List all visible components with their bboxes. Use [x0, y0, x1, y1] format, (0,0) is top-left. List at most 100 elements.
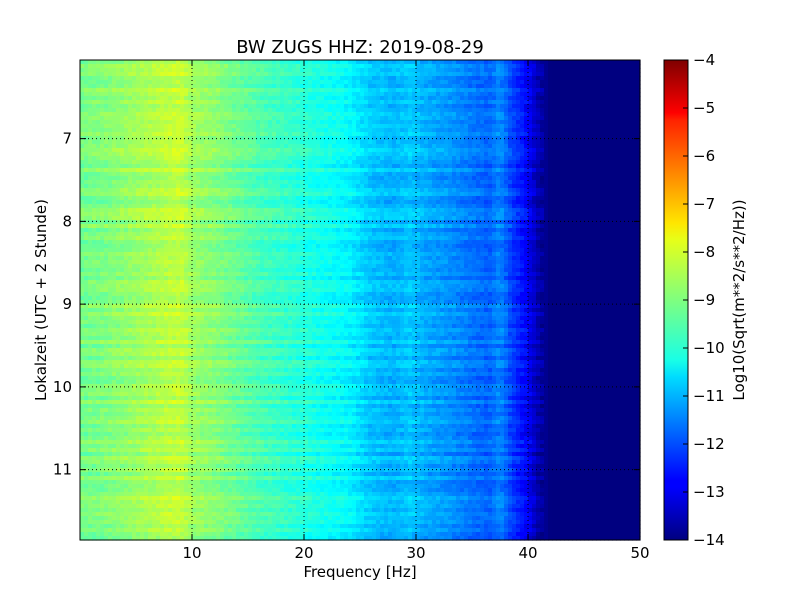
heatmap-cell [200, 436, 205, 441]
heatmap-cell [208, 184, 213, 189]
heatmap-cell [224, 136, 229, 141]
heatmap-cell [144, 508, 149, 513]
heatmap-cell [96, 196, 101, 201]
heatmap-cell [164, 288, 169, 293]
heatmap-cell [92, 236, 97, 241]
heatmap-cell [96, 172, 101, 177]
heatmap-cell [216, 352, 221, 357]
heatmap-cell [112, 84, 117, 89]
heatmap-cell [152, 364, 157, 369]
heatmap-cell [212, 140, 217, 145]
heatmap-cell [184, 112, 189, 117]
heatmap-cell [176, 316, 181, 321]
heatmap-cell [140, 504, 145, 509]
heatmap-cell [92, 512, 97, 517]
heatmap-cell [144, 264, 149, 269]
heatmap-cell [128, 444, 133, 449]
heatmap-cell [160, 300, 165, 305]
heatmap-cell [156, 256, 161, 261]
heatmap-cell [108, 268, 113, 273]
heatmap-cell [156, 444, 161, 449]
heatmap-cell [164, 268, 169, 273]
heatmap-cell [80, 300, 85, 305]
heatmap-cell [236, 64, 241, 69]
heatmap-cell [148, 228, 153, 233]
heatmap-cell [96, 464, 101, 469]
heatmap-cell [136, 536, 141, 541]
heatmap-cell [128, 268, 133, 273]
heatmap-cell [164, 448, 169, 453]
heatmap-cell [184, 208, 189, 213]
heatmap-cell [140, 196, 145, 201]
heatmap-cell [112, 316, 117, 321]
heatmap-cell [184, 276, 189, 281]
heatmap-cell [92, 348, 97, 353]
heatmap-cell [232, 292, 237, 297]
heatmap-cell [216, 416, 221, 421]
heatmap-cell [232, 168, 237, 173]
heatmap-cell [112, 272, 117, 277]
heatmap-cell [128, 536, 133, 541]
heatmap-cell [220, 496, 225, 501]
heatmap-cell [124, 428, 129, 433]
heatmap-cell [244, 180, 249, 185]
heatmap-cell [156, 348, 161, 353]
heatmap-cell [204, 340, 209, 345]
heatmap-cell [224, 204, 229, 209]
heatmap-cell [244, 64, 249, 69]
heatmap-cell [156, 248, 161, 253]
heatmap-cell [124, 224, 129, 229]
heatmap-cell [188, 312, 193, 317]
heatmap-cell [176, 240, 181, 245]
heatmap-cell [224, 152, 229, 157]
heatmap-cell [108, 184, 113, 189]
heatmap-cell [168, 504, 173, 509]
heatmap-cell [196, 380, 201, 385]
heatmap-cell [100, 288, 105, 293]
heatmap-cell [192, 452, 197, 457]
heatmap-cell [212, 452, 217, 457]
heatmap-cell [196, 292, 201, 297]
heatmap-cell [80, 120, 85, 125]
heatmap-cell [136, 212, 141, 217]
heatmap-cell [224, 240, 229, 245]
heatmap-cell [240, 176, 245, 181]
heatmap-cell [144, 372, 149, 377]
heatmap-cell [104, 108, 109, 113]
heatmap-cell [224, 428, 229, 433]
heatmap-cell [104, 532, 109, 537]
heatmap-cell [156, 456, 161, 461]
heatmap-cell [116, 76, 121, 81]
heatmap-cell [224, 244, 229, 249]
heatmap-cell [112, 228, 117, 233]
heatmap-cell [236, 92, 241, 97]
heatmap-cell [148, 276, 153, 281]
heatmap-cell [80, 348, 85, 353]
heatmap-cell [164, 116, 169, 121]
heatmap-cell [236, 364, 241, 369]
heatmap-cell [192, 464, 197, 469]
heatmap-cell [148, 156, 153, 161]
heatmap-cell [156, 76, 161, 81]
heatmap-cell [112, 364, 117, 369]
heatmap-cell [144, 96, 149, 101]
heatmap-cell [196, 76, 201, 81]
heatmap-cell [220, 252, 225, 257]
heatmap-cell [188, 152, 193, 157]
heatmap-cell [176, 92, 181, 97]
heatmap-cell [164, 388, 169, 393]
heatmap-cell [184, 376, 189, 381]
heatmap-cell [92, 388, 97, 393]
heatmap-cell [156, 252, 161, 257]
heatmap-cell [172, 488, 177, 493]
heatmap-cell [116, 296, 121, 301]
heatmap-cell [124, 228, 129, 233]
heatmap-cell [224, 236, 229, 241]
heatmap-cell [84, 128, 89, 133]
heatmap-cell [100, 172, 105, 177]
heatmap-cell [224, 60, 229, 65]
heatmap-cell [232, 164, 237, 169]
heatmap-cell [100, 432, 105, 437]
heatmap-cell [216, 484, 221, 489]
heatmap-cell [192, 300, 197, 305]
